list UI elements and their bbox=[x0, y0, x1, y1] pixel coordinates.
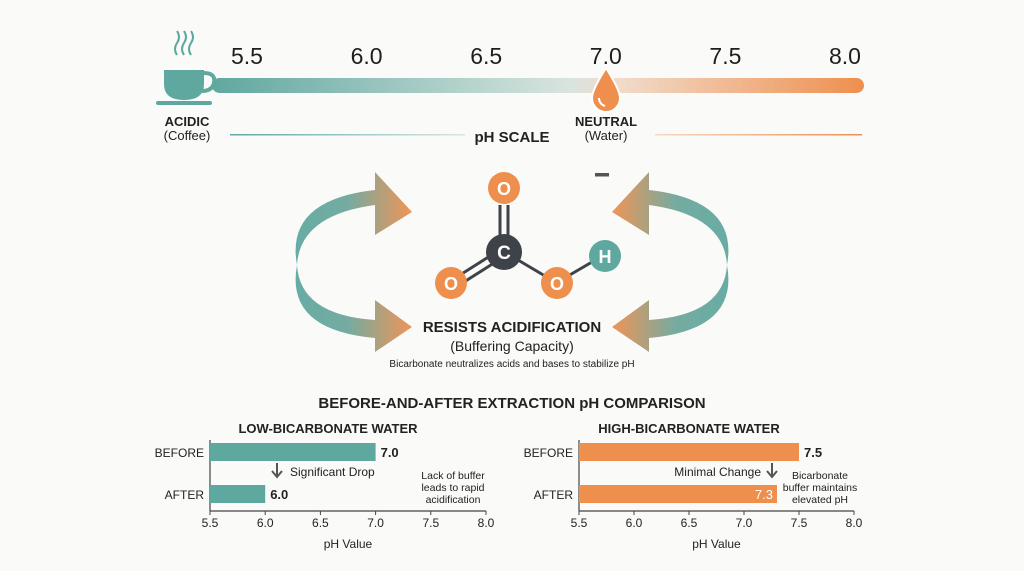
ph-tick-label: 6.0 bbox=[351, 43, 383, 69]
down-arrow-icon bbox=[271, 463, 283, 479]
acidic-label: ACIDIC bbox=[165, 114, 210, 129]
svg-text:C: C bbox=[497, 243, 511, 264]
note-annotation: Bicarbonate bbox=[792, 470, 848, 482]
x-axis-label: pH Value bbox=[324, 537, 373, 551]
svg-text:O: O bbox=[444, 274, 458, 294]
x-tick-label: 6.0 bbox=[257, 516, 274, 530]
minus-sign bbox=[595, 173, 609, 177]
x-axis-label: pH Value bbox=[692, 537, 741, 551]
x-tick-label: 6.5 bbox=[681, 516, 698, 530]
water-drop-icon bbox=[590, 66, 622, 113]
atom-oxygen-left: O bbox=[435, 267, 467, 299]
bar-chart-high-bicarbonate: HIGH-BICARBONATE WATER 5.5 6.0 6.5 7.0 7.5 8.0… bbox=[524, 421, 863, 551]
ph-tick-label: 6.5 bbox=[470, 43, 502, 69]
cycle-arrow-left bbox=[295, 172, 412, 352]
note-annotation: elevated pH bbox=[792, 494, 848, 506]
category-label: BEFORE bbox=[524, 446, 573, 460]
atom-oxygen-top: O bbox=[488, 172, 520, 204]
note-annotation: buffer maintains bbox=[783, 482, 858, 494]
x-tick-label: 7.5 bbox=[422, 516, 439, 530]
divider-left bbox=[230, 134, 465, 136]
svg-text:O: O bbox=[550, 274, 564, 294]
data-label: 7.0 bbox=[381, 445, 399, 460]
data-label: 6.0 bbox=[270, 487, 288, 502]
neutral-sub: (Water) bbox=[585, 128, 628, 143]
x-tick-label: 7.0 bbox=[367, 516, 384, 530]
bar-chart-low-bicarbonate: LOW-BICARBONATE WATER 5.5 6.0 6.5 7.0 7.5 8.0 p… bbox=[155, 421, 495, 551]
x-tick-label: 6.0 bbox=[626, 516, 643, 530]
atom-carbon: C bbox=[486, 234, 522, 270]
acidic-sub: (Coffee) bbox=[164, 128, 211, 143]
neutral-label: NEUTRAL bbox=[575, 114, 637, 129]
svg-text:H: H bbox=[599, 247, 612, 267]
note-annotation: acidification bbox=[426, 494, 481, 506]
note-annotation: leads to rapid bbox=[421, 482, 484, 494]
data-label: 7.3 bbox=[755, 487, 773, 502]
category-label: AFTER bbox=[165, 488, 205, 502]
buffer-title: RESISTS ACIDIFICATION bbox=[423, 319, 601, 336]
cycle-arrow-right bbox=[612, 172, 729, 352]
x-tick-label: 6.5 bbox=[312, 516, 329, 530]
bar-before bbox=[579, 443, 799, 461]
bar-before bbox=[210, 443, 376, 461]
category-label: AFTER bbox=[534, 488, 574, 502]
x-tick-label: 7.0 bbox=[736, 516, 753, 530]
ph-tick-label: 7.0 bbox=[590, 43, 622, 69]
comparison-title: BEFORE-AND-AFTER EXTRACTION pH COMPARISO… bbox=[318, 395, 705, 412]
ph-scale-title: pH SCALE bbox=[475, 129, 550, 146]
chart-title: HIGH-BICARBONATE WATER bbox=[598, 421, 780, 436]
arrow-annotation: Significant Drop bbox=[290, 465, 375, 479]
arrow-annotation: Minimal Change bbox=[674, 465, 761, 479]
atom-hydrogen: H bbox=[589, 240, 621, 272]
divider-right bbox=[655, 134, 862, 136]
ph-tick-label: 5.5 bbox=[231, 43, 263, 69]
x-tick-label: 7.5 bbox=[791, 516, 808, 530]
buffer-subtitle: (Buffering Capacity) bbox=[450, 338, 573, 354]
ph-tick-label: 8.0 bbox=[829, 43, 861, 69]
x-tick-label: 8.0 bbox=[846, 516, 863, 530]
x-tick-label: 5.5 bbox=[571, 516, 588, 530]
x-tick-label: 5.5 bbox=[202, 516, 219, 530]
ph-scale: 5.5 6.0 6.5 7.0 7.5 8.0 ACIDIC (Coffee) NEUTR… bbox=[156, 30, 864, 177]
bar-after bbox=[579, 485, 777, 503]
note-annotation: Lack of buffer bbox=[421, 470, 485, 482]
category-label: BEFORE bbox=[155, 446, 204, 460]
atom-oxygen-right: O bbox=[541, 267, 573, 299]
data-label: 7.5 bbox=[804, 445, 822, 460]
bar-after bbox=[210, 485, 266, 503]
down-arrow-icon bbox=[766, 463, 778, 479]
bicarbonate-molecule: O C O O H bbox=[435, 172, 621, 299]
x-tick-label: 8.0 bbox=[478, 516, 495, 530]
chart-title: LOW-BICARBONATE WATER bbox=[238, 421, 418, 436]
svg-text:O: O bbox=[497, 179, 511, 199]
ph-tick-label: 7.5 bbox=[709, 43, 741, 69]
coffee-cup-icon bbox=[156, 30, 217, 105]
buffer-description: Bicarbonate neutralizes acids and bases … bbox=[389, 359, 634, 370]
ph-gradient-bar bbox=[212, 78, 864, 93]
